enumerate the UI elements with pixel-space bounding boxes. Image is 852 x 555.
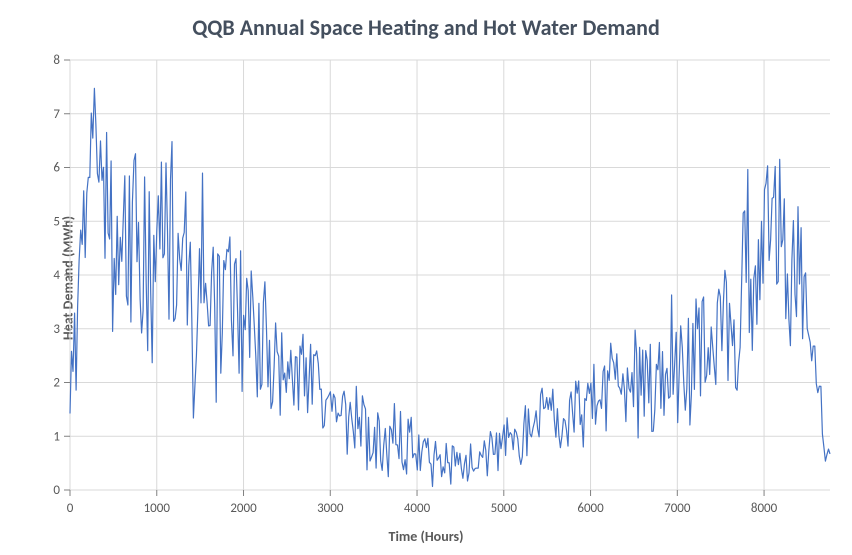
x-tick-label: 5000 <box>491 501 518 516</box>
y-tick-label: 7 <box>53 107 60 122</box>
y-tick-label: 3 <box>53 322 60 337</box>
x-tick-label: 0 <box>67 501 74 516</box>
y-tick-label: 4 <box>53 268 60 283</box>
x-tick-label: 8000 <box>751 501 778 516</box>
y-tick-label: 0 <box>53 483 60 498</box>
x-tick-label: 1000 <box>144 501 171 516</box>
chart-container: QQB Annual Space Heating and Hot Water D… <box>0 0 852 555</box>
x-tick-label: 7000 <box>664 501 691 516</box>
y-tick-label: 6 <box>53 161 60 176</box>
y-tick-label: 2 <box>53 376 60 391</box>
y-tick-label: 8 <box>53 53 60 68</box>
chart-plot: 0 1 2 3 4 5 6 7 8 0 1000 2000 3000 4000 5000 6000 7000 80… <box>0 0 852 555</box>
x-tick-label: 6000 <box>577 501 604 516</box>
y-tick-label: 1 <box>53 429 60 444</box>
x-tick-label: 4000 <box>404 501 431 516</box>
x-tick-label: 3000 <box>317 501 344 516</box>
series-line <box>70 88 830 486</box>
x-tick-label: 2000 <box>230 501 257 516</box>
y-tick-label: 5 <box>53 214 60 229</box>
